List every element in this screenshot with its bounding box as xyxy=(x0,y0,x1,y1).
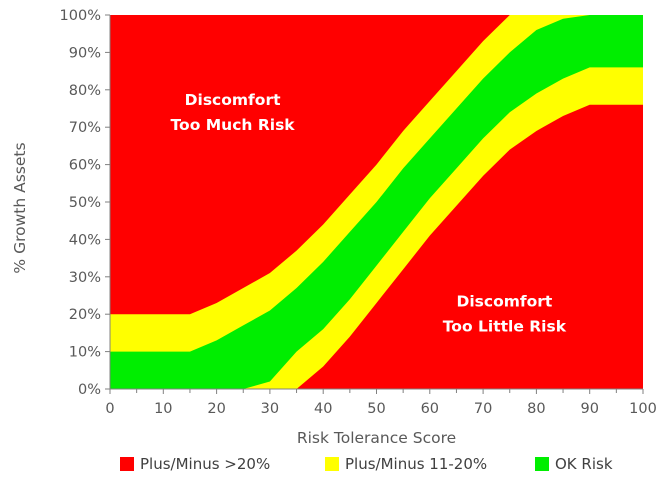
y-tick-label: 20% xyxy=(69,307,101,323)
x-tick-label: 0 xyxy=(105,401,114,417)
x-tick-label: 60 xyxy=(421,401,439,417)
annotation-bottom-line-2: Too Little Risk xyxy=(443,318,567,336)
annotations: Discomfort Too Much Risk Discomfort Too Lit… xyxy=(171,91,567,336)
legend-swatch-2 xyxy=(325,457,339,471)
y-tick-label: 70% xyxy=(69,120,101,136)
legend-label-3: OK Risk xyxy=(555,455,613,473)
y-tick-label: 60% xyxy=(69,158,101,174)
y-tick-label: 100% xyxy=(60,8,101,24)
y-tick-label: 90% xyxy=(69,45,101,61)
y-axis-title: % Growth Assets xyxy=(11,142,29,273)
legend-swatch-1 xyxy=(120,457,134,471)
x-tick-label: 90 xyxy=(580,401,598,417)
x-tick-label: 30 xyxy=(261,401,279,417)
x-tick-label: 10 xyxy=(154,401,172,417)
legend-swatch-3 xyxy=(535,457,549,471)
y-tick-label: 10% xyxy=(69,345,101,361)
x-tick-label: 50 xyxy=(367,401,385,417)
annotation-top-line-2: Too Much Risk xyxy=(171,116,296,134)
legend-label-2: Plus/Minus 11-20% xyxy=(345,455,487,473)
legend: Plus/Minus >20% Plus/Minus 11-20% OK Risk xyxy=(120,455,613,473)
x-tick-label: 40 xyxy=(314,401,332,417)
y-tick-label: 40% xyxy=(69,232,101,248)
x-tick-label: 20 xyxy=(207,401,225,417)
axes: 0 10 20 30 40 50 60 70 80 90 100 0% 10% 20% 30% 40% 50% 6… xyxy=(60,8,657,417)
plot-area xyxy=(110,15,643,389)
y-tick-label: 80% xyxy=(69,83,101,99)
annotation-top-line-1: Discomfort xyxy=(185,91,281,109)
annotation-bottom-line-1: Discomfort xyxy=(456,293,552,311)
y-tick-label: 0% xyxy=(78,382,101,398)
band-ok-risk xyxy=(110,15,643,389)
legend-label-1: Plus/Minus >20% xyxy=(140,455,270,473)
y-tick-label: 30% xyxy=(69,270,101,286)
x-tick-label: 100 xyxy=(629,401,657,417)
x-axis-title: Risk Tolerance Score xyxy=(297,429,456,447)
x-tick-label: 80 xyxy=(527,401,545,417)
x-tick-label: 70 xyxy=(474,401,492,417)
y-tick-label: 50% xyxy=(69,195,101,211)
